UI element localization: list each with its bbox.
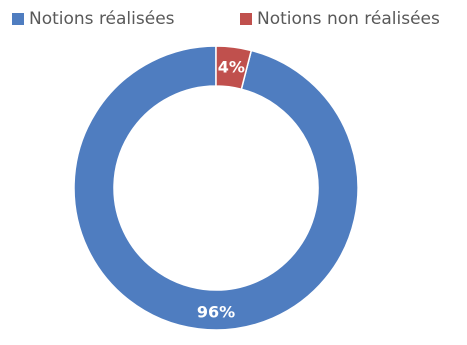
legend-entry-notions-realisees: Notions réalisées [12,6,175,32]
legend-swatch-notions-non-realisees [240,13,252,25]
doughnut-data-labels: 96% 4% [197,57,245,321]
legend-entry-notions-non-realisees: Notions non réalisées [240,6,440,32]
data-label-notions-realisees: 96% [197,303,235,322]
legend-label-notions-realisees: Notions réalisées [29,9,175,29]
doughnut-slice-notions-realisees [73,45,359,331]
chart-legend: Notions réalisées Notions non réalisées [0,6,467,32]
legend-label-notions-non-realisees: Notions non réalisées [257,9,440,29]
legend-swatch-notions-realisees [12,13,24,25]
doughnut-slices [73,45,359,331]
doughnut-slice-notions-non-realisees [215,45,253,91]
data-label-notions-non-realisees: 4% [218,57,245,76]
